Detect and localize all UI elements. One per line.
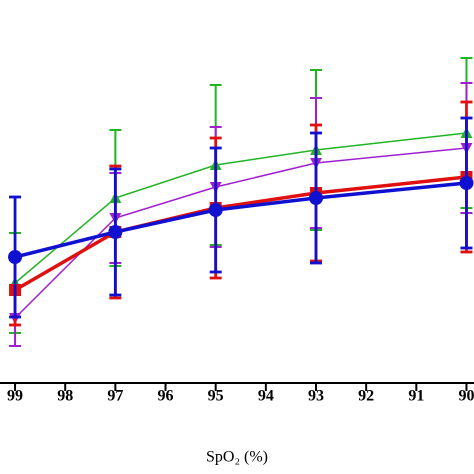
x-tick-label: 99 bbox=[7, 388, 23, 405]
x-tick-label: 91 bbox=[408, 388, 424, 405]
x-axis-title: SpO₂ (%) bbox=[206, 449, 268, 466]
x-tick-label: 93 bbox=[308, 388, 324, 405]
x-tick-label: 90 bbox=[458, 388, 474, 405]
marker bbox=[8, 250, 23, 264]
x-tick-label: 96 bbox=[158, 388, 174, 405]
x-tick-label: 98 bbox=[57, 388, 73, 405]
x-tick-label: 95 bbox=[208, 388, 224, 405]
x-tick-label: 94 bbox=[258, 388, 274, 405]
series-line bbox=[14, 181, 467, 259]
marker bbox=[108, 225, 123, 239]
marker bbox=[459, 176, 474, 190]
marker bbox=[309, 191, 323, 205]
x-tick-label: 92 bbox=[358, 388, 374, 405]
series-line bbox=[14, 175, 467, 292]
x-tick-label: 97 bbox=[107, 388, 123, 405]
series-line bbox=[14, 147, 467, 319]
marker bbox=[208, 203, 223, 217]
